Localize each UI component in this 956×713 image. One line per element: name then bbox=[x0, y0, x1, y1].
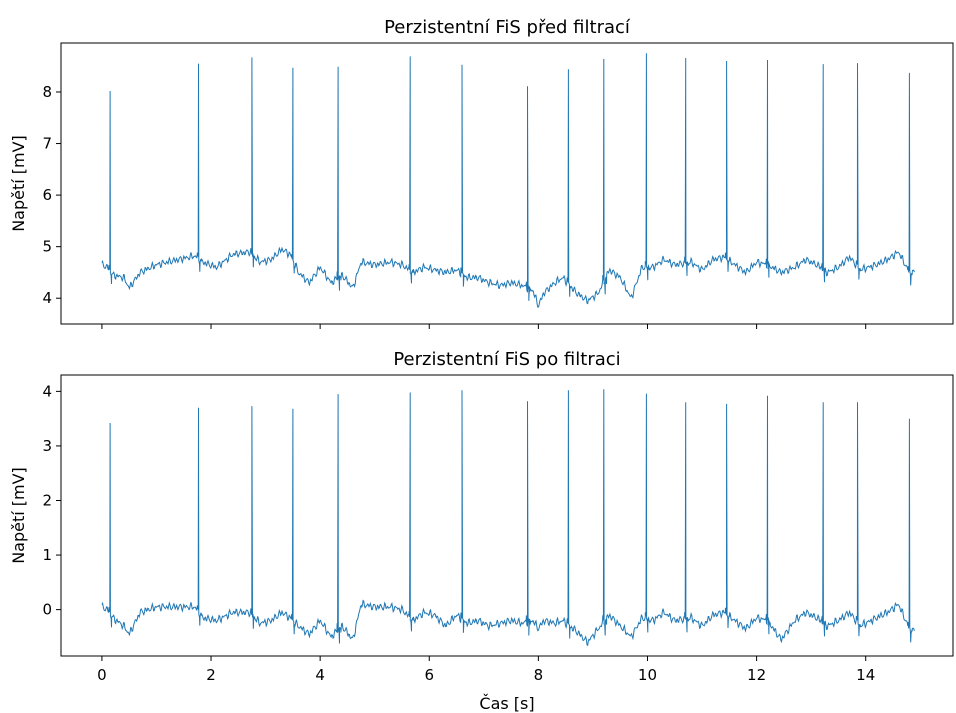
x-tick-label: 12 bbox=[747, 666, 766, 684]
plot-title: Perzistentní FiS po filtraci bbox=[393, 349, 620, 370]
x-axis-label: Čas [s] bbox=[479, 694, 534, 713]
y-axis-ticks: 0 1 2 3 4 bbox=[42, 382, 61, 619]
y-tick-label: 2 bbox=[42, 491, 52, 509]
x-tick-label: 0 bbox=[97, 666, 107, 684]
x-tick-label: 2 bbox=[206, 666, 216, 684]
y-tick-label: 1 bbox=[42, 546, 52, 564]
y-tick-label: 6 bbox=[42, 186, 52, 204]
x-tick-label: 4 bbox=[315, 666, 325, 684]
y-tick-label: 5 bbox=[42, 238, 52, 256]
y-axis-ticks: 4 5 6 7 8 bbox=[42, 83, 61, 307]
y-axis-label: Napětí [mV] bbox=[9, 467, 28, 564]
signal-line bbox=[101, 53, 915, 308]
x-tick-label: 8 bbox=[534, 666, 544, 684]
x-tick-label: 14 bbox=[856, 666, 875, 684]
x-axis-ticks bbox=[101, 324, 867, 329]
y-tick-label: 0 bbox=[42, 601, 52, 619]
plot-after-filtering: Perzistentní FiS po filtraci Napětí [mV]… bbox=[9, 349, 954, 713]
y-tick-label: 4 bbox=[42, 289, 52, 307]
y-axis-label: Napětí [mV] bbox=[9, 135, 28, 232]
x-axis-ticks: 0 2 4 6 8 10 12 14 bbox=[97, 656, 875, 684]
plot-title: Perzistentní FiS před filtrací bbox=[384, 17, 631, 38]
y-tick-label: 3 bbox=[42, 437, 52, 455]
y-tick-label: 7 bbox=[42, 135, 52, 153]
plot-before-filtering: Perzistentní FiS před filtrací Napětí [m… bbox=[9, 17, 954, 329]
y-tick-label: 8 bbox=[42, 83, 52, 101]
plot-frame bbox=[60, 374, 954, 657]
signal-line bbox=[101, 389, 915, 647]
plot-frame bbox=[60, 42, 954, 325]
x-tick-label: 10 bbox=[638, 666, 657, 684]
x-tick-label: 6 bbox=[424, 666, 434, 684]
y-tick-label: 4 bbox=[42, 382, 52, 400]
